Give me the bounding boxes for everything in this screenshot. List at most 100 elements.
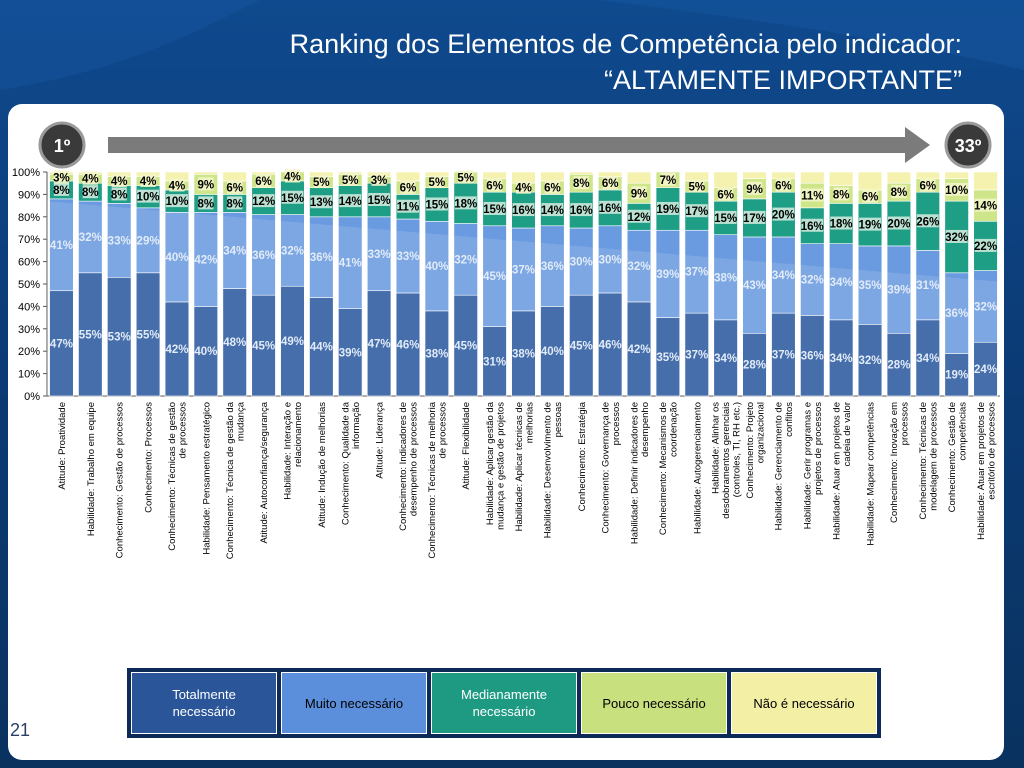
category-label-line: Conhecimento: Gestão de <box>947 402 958 512</box>
data-label-bg <box>689 179 705 193</box>
legend-item-label: Totalmente necessário <box>172 687 236 719</box>
y-tick-label: 0% <box>24 391 40 403</box>
data-label-medianamente: 11% <box>397 202 419 214</box>
data-label-bg <box>339 194 362 208</box>
data-label-totalmente: 34% <box>714 353 737 365</box>
data-label-totalmente: 44% <box>310 342 333 354</box>
slide-title: Ranking dos Elementos de Competência pel… <box>62 26 962 98</box>
data-label-pouco: 9% <box>631 188 648 200</box>
title-line-1: Ranking dos Elementos de Competência pel… <box>289 29 962 59</box>
data-label-pouco: 5% <box>688 182 705 194</box>
x-axis-labels: Atitude: Proatividade Habilidade: Trabalh… <box>57 401 997 559</box>
data-label-bg <box>891 185 907 199</box>
data-label-medianamente: 8% <box>53 185 70 197</box>
data-label-medianamente: 18% <box>830 219 853 231</box>
data-label-muito: 36% <box>541 261 564 273</box>
y-tick-label: 10% <box>18 369 40 381</box>
page-number: 21 <box>10 720 31 740</box>
legend-item-label: Medianamente necessário <box>461 687 547 719</box>
category-label: Habilidade: Atuar em projetos de escritór… <box>976 402 998 540</box>
data-label-muito: 42% <box>194 254 217 266</box>
data-label-bg <box>801 218 824 232</box>
category-label-line: Conhecimento: Gestão de processos <box>115 402 126 559</box>
data-label-totalmente: 45% <box>570 341 593 353</box>
legend-item-label: Não é necessário <box>753 695 855 711</box>
data-label-medianamente: 14% <box>339 196 362 208</box>
category-label: Habilidade: Trabalho em equipe <box>86 402 97 536</box>
data-label-totalmente: 47% <box>368 338 391 350</box>
data-label-totalmente: 45% <box>252 341 275 353</box>
category-label-line: Habilidade: Trabalho em equipe <box>86 402 97 536</box>
data-label-muito: 37% <box>685 267 708 279</box>
data-label-muito: 34% <box>830 277 853 289</box>
data-label-muito: 39% <box>887 285 910 297</box>
data-label-bg <box>656 201 679 215</box>
data-label-muito: 45% <box>483 271 506 283</box>
data-label-muito: 40% <box>425 261 448 273</box>
category-label: Habilidade: Aplicar técnicas de melhorias <box>514 402 536 532</box>
data-label-medianamente: 19% <box>656 204 679 216</box>
category-label: Conhecimento: Gestão de competências <box>947 402 969 513</box>
data-label-bg <box>53 182 70 196</box>
category-label: Habilidade: Gerenciamento de conflitos <box>774 402 796 531</box>
data-label-pouco: 4% <box>111 176 128 188</box>
data-label-medianamente: 15% <box>483 204 506 216</box>
data-label-bg <box>284 169 301 183</box>
data-label-pouco: 6% <box>400 183 417 195</box>
bar-segment-nao <box>569 171 594 175</box>
data-label-muito: 36% <box>310 252 333 264</box>
data-label-muito: 33% <box>368 249 391 261</box>
category-label: Conhecimento: Governança de processos <box>600 402 622 534</box>
data-label-bg <box>397 199 419 213</box>
data-label-pouco: 9% <box>198 179 215 191</box>
data-label-bg <box>718 187 734 201</box>
data-label-totalmente: 31% <box>483 356 506 368</box>
data-label-medianamente: 16% <box>512 205 535 217</box>
data-label-muito: 32% <box>974 301 997 313</box>
data-label-pouco: 6% <box>717 189 734 201</box>
data-label-pouco: 6% <box>919 180 936 192</box>
legend-item-label: Muito necessário <box>304 695 404 711</box>
rank-first-label: 1º <box>54 136 71 156</box>
data-label-totalmente: 34% <box>916 353 939 365</box>
data-label-pouco: 8% <box>833 189 850 201</box>
data-label-medianamente: 14% <box>541 205 564 217</box>
data-label-muito: 29% <box>137 235 160 247</box>
data-label-medianamente: 19% <box>859 220 882 232</box>
data-label-totalmente: 38% <box>512 348 535 360</box>
data-label-pouco: 3% <box>371 175 388 187</box>
data-label-totalmente: 48% <box>223 337 246 349</box>
y-tick-label: 50% <box>18 279 40 291</box>
category-label: Conhecimento: Técnica de gestão da mudanç… <box>225 401 247 559</box>
category-label-line: Habilidade: Atuar em projetos de <box>831 402 842 540</box>
data-label-bg <box>487 178 503 192</box>
data-label-bg <box>515 180 532 194</box>
category-label-line: Habilidade: Aplicar técnicas de <box>514 402 525 531</box>
data-label-medianamente: 12% <box>627 212 650 224</box>
data-label-bg <box>833 187 849 201</box>
data-label-pouco: 4% <box>515 183 532 195</box>
category-label: Atitude: Proatividade <box>57 402 68 490</box>
data-label-bg <box>483 201 506 215</box>
category-label: Habilidade: Mapear competências <box>866 402 877 546</box>
data-label-muito: 36% <box>945 308 968 320</box>
data-label-muito: 30% <box>570 257 593 269</box>
data-label-muito: 36% <box>252 250 275 262</box>
legend-item: Totalmente necessário <box>131 672 277 734</box>
data-label-pouco: 8% <box>573 178 590 190</box>
data-label-pouco: 6% <box>486 180 503 192</box>
data-label-pouco: 6% <box>775 180 792 192</box>
category-label-line: Conhecimento: Projeto <box>745 402 756 499</box>
data-label-bg <box>310 195 333 209</box>
data-label-bg <box>862 189 878 203</box>
data-label-bg <box>775 178 792 192</box>
data-label-bg <box>342 172 358 186</box>
data-label-medianamente: 8% <box>226 198 243 210</box>
rank-arrow-head <box>905 127 930 163</box>
category-label-line: desempenho <box>640 402 651 457</box>
y-tick-label: 70% <box>18 234 40 246</box>
data-label-bg <box>570 203 593 217</box>
data-label-bg <box>198 196 214 210</box>
data-label-medianamente: 12% <box>252 196 275 208</box>
